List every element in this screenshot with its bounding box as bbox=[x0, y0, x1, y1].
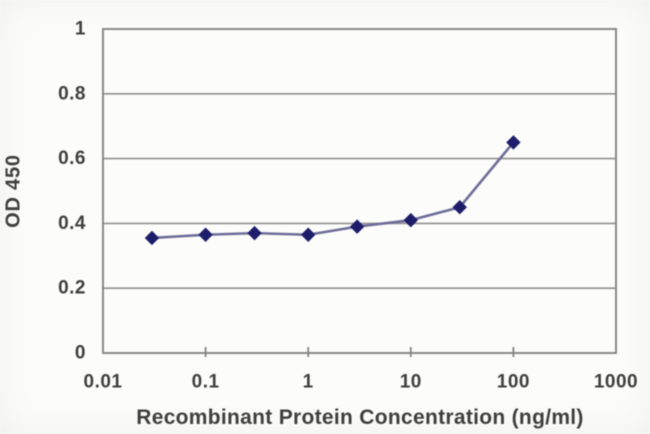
x-tick-label: 1000 bbox=[594, 372, 638, 393]
y-tick-label: 0 bbox=[75, 343, 86, 364]
data-point-marker bbox=[349, 219, 365, 234]
data-point-marker bbox=[198, 227, 213, 242]
data-point-marker bbox=[403, 212, 419, 228]
data-point-marker bbox=[300, 227, 316, 242]
y-tick-label: 0.4 bbox=[58, 213, 86, 234]
data-point-marker bbox=[144, 230, 160, 246]
y-axis-title: OD 450 bbox=[2, 154, 25, 228]
data-point-marker bbox=[247, 225, 262, 241]
y-tick-label: 1 bbox=[75, 19, 86, 40]
x-tick-label: 0.1 bbox=[192, 372, 220, 393]
y-tick-label: 0.2 bbox=[58, 278, 86, 299]
x-tick-label: 0.01 bbox=[84, 372, 123, 393]
series-line bbox=[151, 141, 515, 240]
x-axis-title: Recombinant Protein Concentration (ng/ml… bbox=[136, 406, 584, 429]
plot-border bbox=[102, 28, 617, 354]
x-tick-label: 10 bbox=[400, 372, 422, 393]
y-tick-label: 0.8 bbox=[58, 83, 86, 104]
x-tick-label: 100 bbox=[497, 372, 530, 393]
x-tick-label: 1 bbox=[303, 372, 314, 393]
data-point-marker bbox=[506, 135, 521, 150]
y-tick-label: 0.6 bbox=[58, 148, 86, 169]
data-point-marker bbox=[452, 199, 467, 215]
